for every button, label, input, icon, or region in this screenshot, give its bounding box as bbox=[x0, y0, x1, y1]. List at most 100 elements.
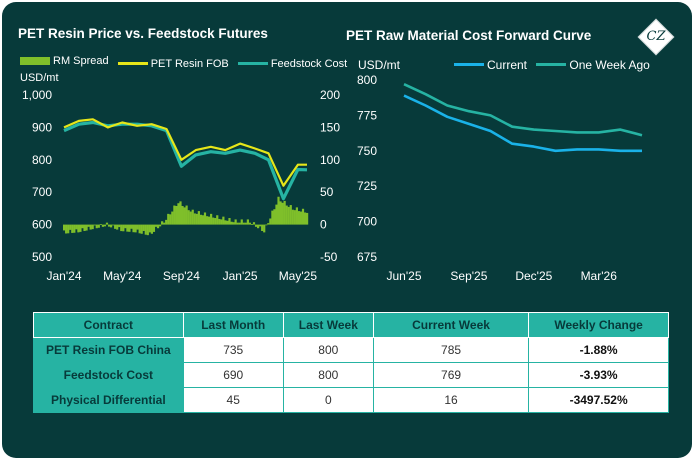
spread-bar bbox=[193, 213, 196, 225]
spread-bar bbox=[122, 224, 125, 232]
spread-bar bbox=[240, 219, 243, 225]
spread-bar bbox=[173, 205, 176, 225]
spread-bar bbox=[212, 217, 215, 225]
spread-bar bbox=[232, 222, 235, 225]
spread-bar bbox=[65, 224, 68, 234]
spread-bar bbox=[83, 224, 86, 231]
legend-rm-spread: RM Spread bbox=[53, 55, 109, 67]
spread-bar bbox=[118, 224, 121, 228]
forward-x-tick: Sep'25 bbox=[450, 269, 487, 283]
spread-bar bbox=[75, 224, 78, 230]
spread-bar bbox=[248, 222, 252, 225]
right-chart-ylabel: USD/mt bbox=[358, 58, 400, 72]
spread-bar bbox=[128, 224, 131, 232]
spread-bar bbox=[95, 224, 98, 229]
spread-bar bbox=[152, 224, 156, 232]
right-chart-legend: Current One Week Ago bbox=[454, 55, 656, 72]
left-y-tick: 700 bbox=[32, 185, 52, 199]
spread-bar bbox=[165, 219, 168, 225]
spread-bar bbox=[138, 224, 141, 234]
spread-bar bbox=[195, 213, 198, 225]
spread-bar bbox=[179, 201, 182, 225]
spread-bar bbox=[158, 224, 162, 227]
table-row: Physical Differential 45 0 16 -3497.52% bbox=[33, 387, 669, 413]
spread-bar bbox=[299, 211, 303, 225]
cell-last-week: 800 bbox=[282, 337, 374, 363]
spread-bar bbox=[220, 219, 223, 225]
spread-bar bbox=[197, 211, 200, 225]
cell-last-week: 0 bbox=[282, 387, 374, 413]
legend-feedstock: Feedstock Cost bbox=[270, 57, 348, 70]
spread-bar bbox=[63, 224, 66, 231]
spread-bar bbox=[171, 211, 174, 225]
spread-bar bbox=[275, 204, 278, 225]
col-current-week: Current Week bbox=[372, 312, 530, 338]
col-last-month: Last Month bbox=[182, 312, 284, 338]
forward-y-tick: 800 bbox=[357, 73, 377, 87]
spread-bar bbox=[120, 224, 123, 232]
left-chart: 1,000900800700600500200150100500-50Jan'2… bbox=[22, 88, 340, 283]
spread-bar bbox=[271, 210, 274, 225]
spread-bar bbox=[242, 222, 245, 225]
spread-bar bbox=[210, 213, 213, 225]
legend-pet-resin: PET Resin FOB bbox=[150, 57, 229, 70]
spread-bar bbox=[132, 224, 135, 233]
forward-y-tick: 675 bbox=[357, 250, 377, 264]
left-x-tick: Sep'24 bbox=[163, 269, 200, 283]
spread-bar bbox=[163, 222, 166, 225]
current-line bbox=[403, 94, 642, 153]
spread-bar bbox=[265, 224, 268, 226]
spread-bar bbox=[279, 201, 282, 225]
spread-bar bbox=[201, 215, 205, 225]
left-x-tick: Jan'24 bbox=[47, 269, 82, 283]
spread-bar bbox=[126, 224, 129, 232]
spread-bar bbox=[89, 224, 92, 230]
spread-bar bbox=[103, 224, 107, 227]
row-label: Feedstock Cost bbox=[33, 362, 184, 388]
contract-table: Contract Last Month Last Week Current We… bbox=[33, 312, 669, 413]
cell-current-week: 785 bbox=[372, 337, 530, 363]
cell-current-week: 16 bbox=[372, 387, 530, 413]
left-x-tick: May'25 bbox=[279, 269, 318, 283]
pet-resin-fob-line bbox=[63, 118, 307, 187]
spread-bar bbox=[130, 224, 133, 229]
spread-bar bbox=[250, 224, 254, 225]
spread-bar bbox=[230, 221, 233, 225]
spread-bar bbox=[109, 224, 113, 228]
cell-weekly-change: -3497.52% bbox=[528, 387, 669, 413]
spread-bar bbox=[267, 223, 270, 225]
legend-current: Current bbox=[487, 57, 528, 72]
left-chart-legend: RM Spread PET Resin FOB Feedstock Cost bbox=[20, 55, 353, 70]
spread-bar bbox=[69, 224, 72, 230]
row-label: PET Resin FOB China bbox=[33, 337, 184, 363]
spread-bar bbox=[289, 205, 292, 225]
forward-x-tick: Mar'26 bbox=[581, 269, 618, 283]
left-y-tick: 800 bbox=[32, 153, 52, 167]
left-x-tick: May'24 bbox=[103, 269, 142, 283]
spread-bar bbox=[169, 214, 172, 225]
spread-bar bbox=[167, 213, 170, 225]
spread-bar bbox=[161, 221, 164, 225]
rm-spread-swatch bbox=[20, 57, 50, 65]
right-y-tick: 50 bbox=[320, 185, 334, 199]
spread-bar bbox=[91, 224, 94, 230]
spread-bar bbox=[228, 218, 231, 225]
spread-bar bbox=[303, 212, 307, 225]
spread-bar bbox=[261, 224, 264, 231]
right-y-tick: 100 bbox=[320, 153, 340, 167]
cell-last-week: 800 bbox=[282, 362, 374, 388]
spread-bar bbox=[85, 224, 88, 231]
spread-bar bbox=[87, 224, 90, 227]
col-contract: Contract bbox=[33, 312, 184, 338]
spread-bar bbox=[67, 224, 70, 234]
spread-bar bbox=[244, 222, 247, 225]
spread-bar bbox=[148, 224, 151, 233]
spread-bar bbox=[295, 207, 298, 225]
forward-x-tick: Dec'25 bbox=[515, 269, 552, 283]
spread-bar bbox=[246, 219, 249, 225]
spread-bar bbox=[73, 224, 76, 233]
spread-bar bbox=[263, 224, 266, 233]
right-chart-title: PET Raw Material Cost Forward Curve bbox=[346, 28, 592, 43]
pet-resin-swatch bbox=[117, 62, 148, 65]
table-row: PET Resin FOB China 735 800 785 -1.88% bbox=[33, 337, 669, 363]
